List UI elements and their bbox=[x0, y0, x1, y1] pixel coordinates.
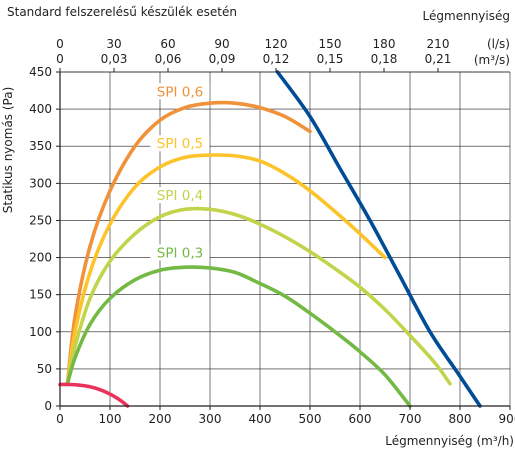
y-tick-label: 200 bbox=[29, 251, 52, 265]
top-tick-label-ls: 180 bbox=[373, 37, 396, 51]
x-tick-label: 400 bbox=[249, 412, 272, 426]
ticks: 0100200300400500600700800900050100150200… bbox=[29, 37, 515, 426]
top-tick-label-ls: 210 bbox=[427, 37, 450, 51]
spi-label-background bbox=[150, 135, 210, 152]
y-tick-label: 50 bbox=[37, 362, 52, 376]
x-tick-label: 800 bbox=[449, 412, 472, 426]
chart-title: Standard felszerelésű készülék esetén bbox=[7, 5, 237, 19]
spi-label: SPI 0,6 bbox=[157, 84, 203, 100]
curve-spi-0-6 bbox=[65, 100, 312, 386]
top-axis-unit-ls: (l/s) bbox=[487, 37, 510, 51]
top-tick-label-ls: 150 bbox=[319, 37, 342, 51]
top-tick-label-ls: 120 bbox=[265, 37, 288, 51]
spi-label: SPI 0,5 bbox=[157, 136, 203, 152]
y-tick-label: 400 bbox=[29, 102, 52, 116]
spi-label-background bbox=[150, 244, 210, 261]
y-tick-label: 450 bbox=[29, 65, 52, 79]
x-axis-label: Légmennyiség (m³/h) bbox=[385, 434, 514, 448]
y-tick-label: 100 bbox=[29, 325, 52, 339]
x-tick-label: 700 bbox=[399, 412, 422, 426]
spi-label: SPI 0,4 bbox=[157, 188, 203, 204]
y-tick-label: 250 bbox=[29, 213, 52, 227]
top-tick-label-m3s: 0 bbox=[56, 52, 64, 66]
x-tick-label: 900 bbox=[499, 412, 515, 426]
spi-labels: SPI 0,6 SPI 0,5 SPI 0,4 SPI 0,3 bbox=[150, 83, 210, 261]
top-axis-unit-m3s: (m³/s) bbox=[474, 53, 510, 67]
spi-label: SPI 0,3 bbox=[157, 245, 203, 261]
y-tick-label: 0 bbox=[44, 399, 52, 413]
y-tick-label: 350 bbox=[29, 139, 52, 153]
top-tick-label-ls: 90 bbox=[214, 37, 229, 51]
top-tick-label-m3s: 0,09 bbox=[209, 52, 236, 66]
top-tick-label-ls: 30 bbox=[106, 37, 121, 51]
top-tick-label-m3s: 0,03 bbox=[101, 52, 128, 66]
top-tick-label-ls: 60 bbox=[160, 37, 175, 51]
spi-label-background bbox=[150, 187, 210, 204]
x-tick-label: 200 bbox=[149, 412, 172, 426]
curve-spi-0-5 bbox=[65, 153, 387, 386]
x-tick-label: 600 bbox=[349, 412, 372, 426]
top-tick-label-m3s: 0,12 bbox=[263, 52, 290, 66]
top-tick-label-m3s: 0,06 bbox=[155, 52, 182, 66]
curve-unlabeled bbox=[275, 70, 482, 408]
top-tick-label-m3s: 0,21 bbox=[425, 52, 452, 66]
spi-label-background bbox=[150, 83, 210, 100]
top-axis-title: Légmennyiség bbox=[423, 9, 510, 23]
x-tick-label: 100 bbox=[99, 412, 122, 426]
x-tick-label: 500 bbox=[299, 412, 322, 426]
curve-unlabeled bbox=[58, 382, 130, 408]
x-tick-label: 300 bbox=[199, 412, 222, 426]
top-tick-label-m3s: 0,15 bbox=[317, 52, 344, 66]
y-tick-label: 300 bbox=[29, 176, 52, 190]
top-tick-label-ls: 0 bbox=[56, 37, 64, 51]
top-tick-label-m3s: 0,18 bbox=[371, 52, 398, 66]
x-tick-label: 0 bbox=[56, 412, 64, 426]
axes bbox=[59, 71, 510, 407]
curves bbox=[58, 70, 482, 408]
curve-spi-0-4 bbox=[65, 206, 452, 386]
curve-spi-0-3 bbox=[65, 265, 412, 408]
y-axis-label: Statikus nyomás (Pa) bbox=[1, 87, 15, 214]
y-tick-label: 150 bbox=[29, 288, 52, 302]
